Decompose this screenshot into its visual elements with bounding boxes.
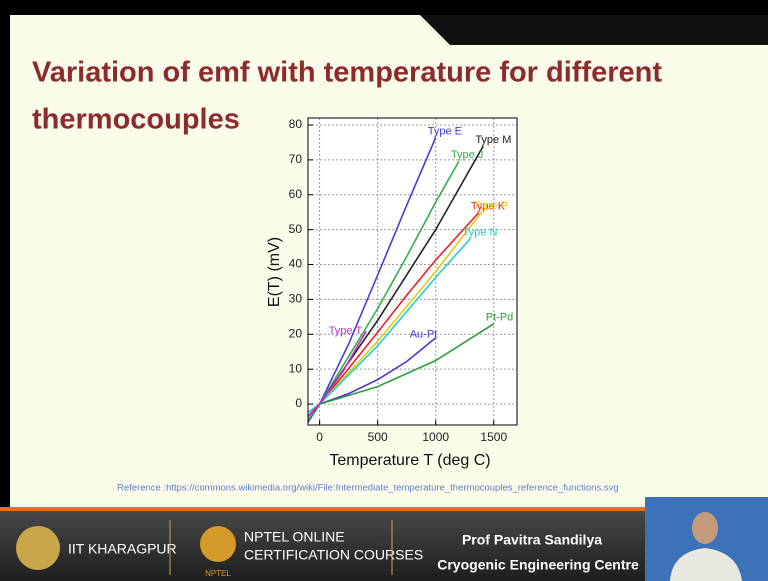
series-line	[319, 323, 495, 405]
y-tick-label: 20	[289, 326, 303, 340]
speaker: Prof Pavitra Sandilya	[462, 532, 602, 548]
series-label: Pt-Pd	[486, 312, 514, 324]
footer	[0, 507, 768, 581]
slide-title: Variation of emf with temperature for di…	[32, 57, 662, 89]
iit-logo	[16, 526, 60, 570]
series-line	[308, 237, 472, 414]
series-label: Type P	[474, 200, 508, 212]
plot-area	[308, 118, 517, 425]
series-line	[308, 330, 367, 417]
header-wedge	[420, 15, 768, 45]
series-label: Type T	[329, 325, 363, 337]
series-line	[319, 211, 483, 405]
series-line	[319, 337, 437, 405]
speaker-head	[692, 512, 718, 544]
x-tick-label: 1000	[422, 430, 449, 444]
y-tick-label: 50	[289, 222, 303, 236]
course-line: CERTIFICATION COURSES	[244, 547, 423, 563]
y-tick-label: 40	[289, 257, 303, 271]
x-axis-label: Temperature T (deg C)	[329, 452, 490, 469]
plot-frame	[307, 117, 518, 426]
x-tick-label: 1500	[480, 430, 507, 444]
logo-text: NPTEL	[205, 569, 231, 578]
reference: Reference :https://commons.wikimedia.org…	[117, 483, 619, 494]
y-tick-label: 60	[289, 187, 303, 201]
plot	[308, 118, 517, 425]
x-tick-label: 0	[316, 430, 323, 444]
y-tick-label: 80	[289, 117, 303, 131]
y-tick-label: 10	[289, 361, 303, 375]
series-label: Type M	[475, 134, 511, 146]
y-tick-label: 30	[289, 292, 303, 306]
series-lines	[308, 137, 495, 423]
y-axis-label: E(T) (mV)	[266, 237, 283, 307]
course-line: NPTEL ONLINE	[244, 529, 345, 545]
centre: Cryogenic Engineering Centre	[437, 557, 639, 573]
y-tick-label: 70	[289, 152, 303, 166]
speaker-body	[670, 548, 742, 581]
series-label: Type N	[463, 226, 498, 238]
footer-line	[0, 507, 768, 511]
series-label: Type K	[471, 200, 506, 212]
y-tick-label: 0	[295, 396, 302, 410]
series-label: Type J	[451, 149, 483, 161]
series-label: Type E	[428, 125, 462, 137]
series-label: Au-Pt	[410, 329, 438, 341]
nptel-logo	[200, 526, 236, 562]
institute: IIT KHARAGPUR	[68, 541, 177, 557]
slide-title: thermocouples	[32, 104, 240, 136]
x-tick-label: 500	[368, 430, 388, 444]
